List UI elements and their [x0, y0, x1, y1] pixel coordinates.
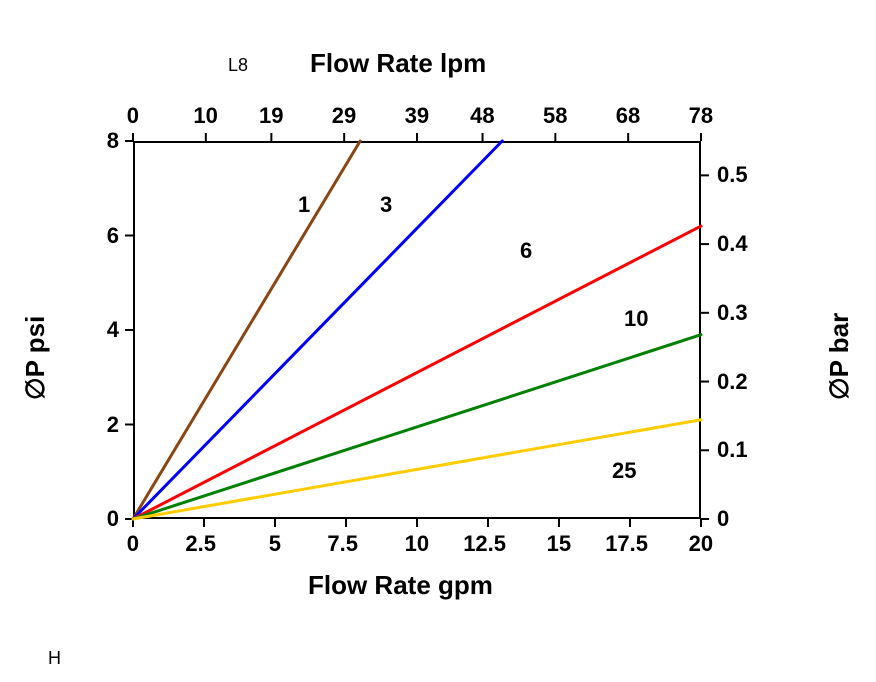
y-left-tick: 8 — [107, 128, 119, 154]
series-label: 3 — [380, 192, 392, 218]
y-right-tick: 0.2 — [717, 369, 748, 395]
y-left-tick: 2 — [107, 412, 119, 438]
series-label: 1 — [298, 192, 310, 218]
x-top-tick: 19 — [259, 103, 283, 129]
x-top-tick: 58 — [543, 103, 567, 129]
x-top-tick: 10 — [193, 103, 217, 129]
x-bottom-tick: 15 — [547, 531, 571, 557]
x-bottom-tick: 12.5 — [463, 531, 506, 557]
y-right-tick: 0.3 — [717, 300, 748, 326]
x-bottom-axis-label: Flow Rate gpm — [308, 570, 493, 601]
x-bottom-tick: 5 — [269, 531, 281, 557]
y-left-tick: 6 — [107, 223, 119, 249]
series-label: 25 — [612, 458, 636, 484]
y-right-tick: 0.4 — [717, 231, 748, 257]
x-top-tick: 78 — [689, 103, 713, 129]
x-bottom-tick: 10 — [405, 531, 429, 557]
y-right-tick: 0.5 — [717, 162, 748, 188]
y-left-tick: 4 — [107, 317, 119, 343]
x-top-tick: 48 — [470, 103, 494, 129]
x-bottom-tick: 20 — [689, 531, 713, 557]
series-label: 10 — [624, 306, 648, 332]
bottom-letter: H — [48, 648, 61, 669]
x-bottom-tick: 0 — [127, 531, 139, 557]
x-top-tick: 39 — [405, 103, 429, 129]
x-bottom-tick: 17.5 — [605, 531, 648, 557]
y-left-tick: 0 — [107, 506, 119, 532]
y-right-tick: 0 — [717, 506, 729, 532]
x-top-tick: 68 — [616, 103, 640, 129]
x-bottom-tick: 7.5 — [327, 531, 358, 557]
x-bottom-tick: 2.5 — [185, 531, 216, 557]
series-label: 6 — [520, 238, 532, 264]
x-top-tick: 0 — [127, 103, 139, 129]
x-top-tick: 29 — [332, 103, 356, 129]
y-right-tick: 0.1 — [717, 437, 748, 463]
chart-container: Flow Rate lpm L8 ∅P psi ∅P bar Flow Rate… — [0, 0, 876, 682]
